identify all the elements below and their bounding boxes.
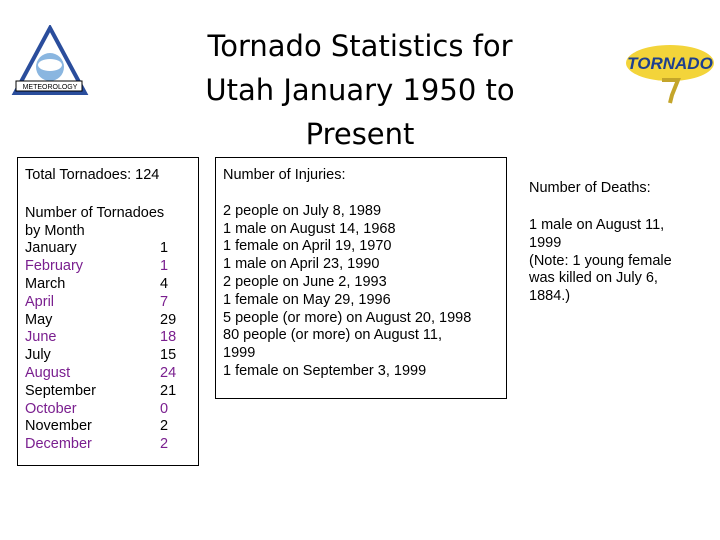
injury-line: 1999 [223,345,256,362]
title: Tornado Statistics for Utah January 1950 … [150,24,570,156]
injury-line: 5 people (or more) on August 20, 1998 [223,309,472,326]
death-line: (Note: 1 young female [529,252,672,269]
injury-box: Number of Injuries: 2 people on July 8, … [215,157,507,399]
month-row: November 2 [25,418,198,436]
title-line: Tornado Statistics for [207,29,513,63]
title-line: Present [305,117,415,151]
month: September [25,382,96,399]
month: December [25,436,92,453]
injury-line: 1 female on April 19, 1970 [223,238,392,255]
count: 2 [160,418,169,435]
injury-line: 1 male on August 14, 1968 [223,220,396,237]
month-row: February 1 [25,258,198,276]
death-line: 1884.) [529,288,571,305]
month-row: January 1 [25,240,198,258]
count: 18 [160,329,177,346]
logo-text: METEOROLOGY [23,84,78,91]
heading: by Month [25,222,85,239]
month-row: October 0 [25,401,198,419]
month: February [25,258,84,275]
count: 2 [160,436,169,453]
month: November [25,418,92,435]
count: 24 [160,364,177,381]
month-row: March 4 [25,276,198,294]
month-row: September 21 [25,383,198,401]
month: January [25,240,77,257]
month-row: July 15 [25,347,198,365]
heading: Number of Injuries: [223,167,346,183]
injury-line: 1 female on May 29, 1996 [223,291,391,308]
month: May [25,311,53,328]
count: 1 [160,258,169,275]
count: 7 [160,293,169,310]
month: October [25,400,77,417]
injury-line: 1 male on April 23, 1990 [223,256,380,273]
death-line: 1 male on August 11, [529,217,665,233]
count: 1 [160,240,169,257]
injury-line: 80 people (or more) on August 11, [223,327,442,344]
total: Total Tornadoes: 124 [25,167,160,183]
count: 21 [160,382,177,399]
death-line: was killed on July 6, [529,270,658,287]
heading: Number of Tornadoes [25,204,165,221]
left-logo: METEOROLOGY [11,25,89,95]
month: March [25,275,66,292]
count: 15 [160,347,177,364]
injury-line: 2 people on June 2, 1993 [223,273,387,290]
month: August [25,364,71,381]
heading: Number of Deaths: [529,180,651,196]
death-line: 1999 [529,234,562,251]
tornado-box: Total Tornadoes: 124 Number of Tornadoes… [17,157,199,466]
month-list: Number of Tornadoes by Month January 1 Feb… [25,205,198,454]
injury-line: 2 people on July 8, 1989 [223,202,382,219]
right-logo: TORNADO [626,45,714,104]
month: July [25,347,51,364]
month-row: May 29 [25,312,198,330]
injury-list: 2 people on July 8, 1989 1 male on August… [223,203,506,381]
count: 4 [160,275,169,292]
month: June [25,329,57,346]
month-row: December 2 [25,436,198,454]
month: April [25,293,55,310]
death-list: 1 male on August 11, 1999 (Note: 1 young f… [529,217,672,306]
count: 29 [160,311,177,328]
logo-text: TORNADO [627,54,713,73]
title-line: Utah January 1950 to [205,73,515,107]
injury-line: 1 female on September 3, 1999 [223,362,427,379]
count: 0 [160,400,169,417]
month-row: June 18 [25,329,198,347]
month-row: April 7 [25,294,198,312]
month-row: August 24 [25,365,198,383]
